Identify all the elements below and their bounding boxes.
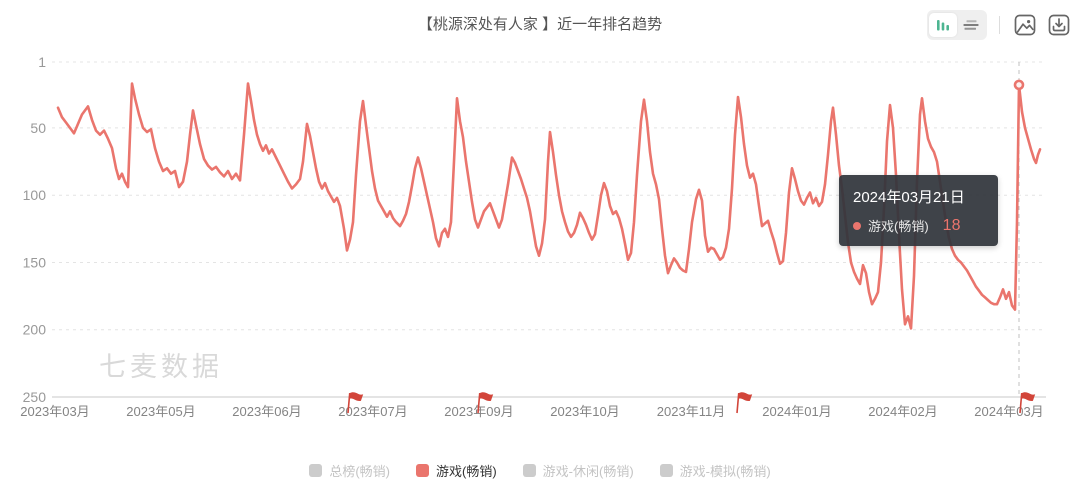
- tooltip-value: 18: [942, 216, 961, 234]
- tooltip-row: 游戏(畅销) 18: [853, 216, 984, 235]
- x-tick-label: 2024年01月: [762, 404, 831, 419]
- toolbar-divider: [999, 16, 1000, 34]
- download-icon: [1048, 14, 1070, 36]
- legend-swatch-icon: [416, 464, 429, 477]
- x-tick-label: 2023年10月: [550, 404, 619, 419]
- legend-item-3[interactable]: 游戏-休闲(畅销): [522, 461, 634, 480]
- tooltip: 2024年03月21日 游戏(畅销) 18: [839, 175, 998, 246]
- chart-view-button[interactable]: [929, 13, 957, 37]
- y-tick-label: 150: [23, 254, 47, 270]
- y-tick-label: 50: [30, 120, 46, 136]
- y-tick-label: 250: [23, 389, 47, 405]
- event-flag-icon[interactable]: [1019, 392, 1036, 414]
- legend-label: 游戏-模拟(畅销): [679, 464, 771, 479]
- legend-swatch-icon: [309, 464, 323, 477]
- event-flag-icon[interactable]: [736, 392, 753, 414]
- x-tick-label: 2024年02月: [868, 404, 937, 419]
- highlight-marker: [1013, 79, 1025, 91]
- download-button[interactable]: [1046, 12, 1072, 38]
- rank-line-series: [56, 82, 1042, 330]
- y-tick-label: 1: [38, 54, 46, 70]
- legend: 总榜(畅销) 游戏(畅销) 游戏-休闲(畅销) 游戏-模拟(畅销): [0, 461, 1080, 480]
- chart-toolbar: [927, 10, 1072, 40]
- tooltip-series-dot-icon: [853, 221, 861, 230]
- tooltip-series-label: 游戏(畅销): [868, 219, 929, 234]
- legend-label: 游戏(畅销): [436, 464, 497, 479]
- y-tick-label: 200: [23, 322, 47, 338]
- image-icon: [1014, 14, 1036, 36]
- x-tick-label: 2023年06月: [232, 404, 301, 419]
- x-tick-label: 2023年09月: [444, 404, 513, 419]
- legend-item-2[interactable]: 游戏(畅销): [416, 461, 497, 480]
- legend-label: 总榜(畅销): [329, 464, 390, 479]
- x-tick-label: 2023年07月: [338, 404, 407, 419]
- x-tick-label: 2023年03月: [20, 404, 89, 419]
- list-view-button[interactable]: [957, 13, 985, 37]
- x-tick-label: 2024年03月: [974, 404, 1043, 419]
- bar-chart-icon: [937, 20, 949, 31]
- event-flag-icon[interactable]: [347, 392, 364, 414]
- legend-swatch-icon: [522, 464, 536, 477]
- x-tick-label: 2023年05月: [126, 404, 195, 419]
- legend-label: 游戏-休闲(畅销): [542, 464, 634, 479]
- list-icon: [963, 20, 979, 30]
- x-tick-label: 2023年11月: [657, 404, 725, 419]
- y-tick-label: 100: [23, 187, 47, 203]
- export-image-button[interactable]: [1012, 12, 1038, 38]
- event-flag-icon[interactable]: [477, 392, 494, 414]
- view-toggle-group: [927, 10, 987, 40]
- legend-swatch-icon: [659, 464, 673, 477]
- legend-item-1[interactable]: 总榜(畅销): [309, 461, 390, 480]
- tooltip-date: 2024年03月21日: [853, 189, 965, 206]
- legend-item-4[interactable]: 游戏-模拟(畅销): [659, 461, 771, 480]
